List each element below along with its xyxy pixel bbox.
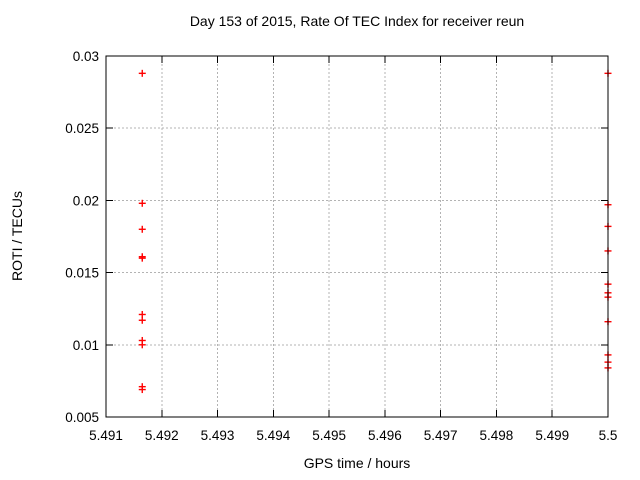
grid-lines [106,56,608,417]
svg-text:5.498: 5.498 [480,428,514,443]
svg-text:5.494: 5.494 [256,428,290,443]
svg-text:5.496: 5.496 [368,428,402,443]
chart-title: Day 153 of 2015, Rate Of TEC Index for r… [189,13,525,29]
plot-border [105,55,609,418]
svg-text:0.015: 0.015 [65,266,99,281]
svg-text:5.497: 5.497 [424,428,458,443]
svg-text:0.025: 0.025 [65,121,99,136]
x-axis-label: GPS time / hours [303,455,411,471]
svg-text:5.5: 5.5 [599,428,618,443]
svg-text:0.03: 0.03 [73,49,99,64]
tick-labels: 5.491 5.492 5.493 5.494 5.495 5.496 5.497 5.498… [65,49,617,443]
svg-text:0.01: 0.01 [73,338,99,353]
axis-ticks [105,55,609,418]
svg-text:0.005: 0.005 [65,410,99,425]
svg-text:5.493: 5.493 [201,428,235,443]
svg-text:0.02: 0.02 [73,193,99,208]
svg-text:5.492: 5.492 [145,428,179,443]
svg-text:5.495: 5.495 [312,428,346,443]
svg-text:5.491: 5.491 [89,428,123,443]
svg-text:5.499: 5.499 [535,428,569,443]
